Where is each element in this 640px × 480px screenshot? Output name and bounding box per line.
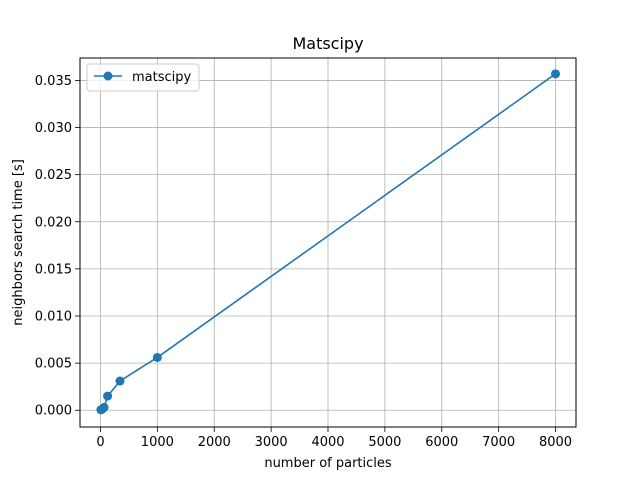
y-tick-label: 0.000 [35, 404, 72, 419]
x-axis-ticks: 0 1000 2000 3000 4000 5000 6000 7000 8000 [96, 427, 572, 450]
y-axis-ticks: 0.000 0.005 0.010 0.015 0.020 0.025 0.030 0.035 [35, 74, 80, 419]
y-tick-label: 0.020 [35, 215, 72, 230]
x-tick-label: 7000 [482, 435, 515, 450]
y-tick-label: 0.005 [35, 357, 72, 372]
y-tick-label: 0.025 [35, 168, 72, 183]
chart-title: Matscipy [292, 34, 363, 53]
x-tick-label: 8000 [539, 435, 572, 450]
x-axis-label: number of particles [264, 456, 392, 471]
legend: matscipy [86, 63, 200, 92]
y-tick-label: 0.030 [35, 121, 72, 136]
series-layer [96, 69, 561, 415]
legend-marker-matscipy [103, 71, 113, 81]
y-tick-label: 0.035 [35, 74, 72, 89]
grid-lines [80, 58, 576, 427]
x-tick-label: 4000 [311, 435, 344, 450]
data-point [103, 391, 113, 401]
y-tick-label: 0.015 [35, 262, 72, 277]
x-tick-label: 1000 [141, 435, 174, 450]
x-tick-label: 2000 [198, 435, 231, 450]
x-tick-label: 6000 [425, 435, 458, 450]
data-point [99, 402, 109, 412]
y-tick-label: 0.010 [35, 309, 72, 324]
x-tick-label: 3000 [255, 435, 288, 450]
legend-box [86, 63, 200, 92]
data-point [551, 69, 561, 79]
x-tick-label: 0 [96, 435, 104, 450]
x-tick-label: 5000 [368, 435, 401, 450]
y-axis-label: neighbors search time [s] [11, 159, 26, 326]
legend-label-matscipy: matscipy [132, 70, 192, 85]
data-point [152, 352, 162, 362]
data-point [115, 376, 125, 386]
